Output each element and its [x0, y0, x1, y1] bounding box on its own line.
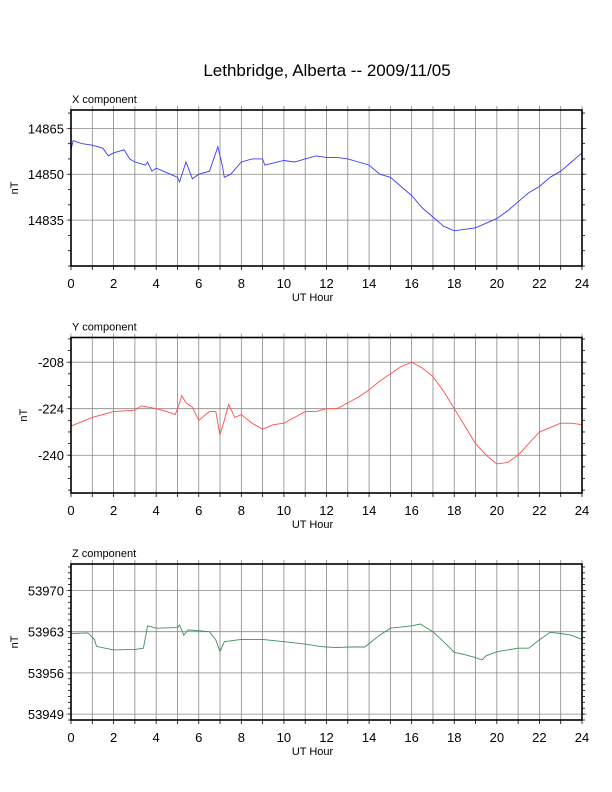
y-tick-label: 14865: [28, 121, 64, 136]
x-tick-label: 24: [575, 503, 589, 518]
x-tick-label: 4: [153, 276, 160, 291]
y-tick-label: 53956: [28, 666, 64, 681]
x-tick-label: 2: [110, 730, 117, 745]
x-tick-label: 22: [532, 503, 546, 518]
y-axis-label: nT: [9, 181, 21, 194]
x-axis-label: UT Hour: [292, 292, 334, 304]
series-line: [70, 623, 583, 661]
x-tick-label: 8: [238, 503, 245, 518]
x-tick-label: 6: [195, 730, 202, 745]
panel-title: X component: [72, 94, 137, 106]
x-tick-label: 12: [319, 730, 333, 745]
y-axis-label: nT: [9, 635, 21, 648]
x-tick-label: 22: [532, 730, 546, 745]
x-tick-label: 12: [319, 276, 333, 291]
x-tick-label: 14: [362, 276, 376, 291]
y-tick-label: -240: [38, 448, 64, 463]
x-tick-label: 10: [277, 730, 291, 745]
x-tick-label: 16: [404, 276, 418, 291]
series-line: [70, 140, 583, 232]
x-axis-label: UT Hour: [292, 519, 334, 531]
x-tick-label: 0: [67, 730, 74, 745]
x-tick-label: 0: [67, 503, 74, 518]
x-tick-label: 20: [490, 503, 504, 518]
x-tick-label: 22: [532, 276, 546, 291]
y-tick-label: 53963: [28, 625, 64, 640]
x-tick-label: 6: [195, 276, 202, 291]
x-tick-label: 4: [153, 730, 160, 745]
y-tick-label: 53970: [28, 583, 64, 598]
panel-title: Y component: [72, 322, 137, 334]
x-tick-label: 24: [575, 276, 589, 291]
figure-title: Lethbridge, Alberta -- 2009/11/05: [203, 61, 450, 80]
x-tick-label: 8: [238, 730, 245, 745]
x-tick-label: 20: [490, 730, 504, 745]
series-line: [70, 361, 583, 465]
y-tick-label: 14850: [28, 167, 64, 182]
x-tick-label: 2: [110, 276, 117, 291]
x-tick-label: 10: [277, 503, 291, 518]
x-axis-label: UT Hour: [292, 746, 334, 758]
plot-frame: [70, 336, 583, 494]
x-tick-label: 16: [404, 730, 418, 745]
x-tick-label: 4: [153, 503, 160, 518]
x-tick-label: 20: [490, 276, 504, 291]
x-tick-label: 8: [238, 276, 245, 291]
y-tick-label: -208: [38, 355, 64, 370]
x-tick-label: 16: [404, 503, 418, 518]
plot-frame: [70, 109, 583, 267]
plot-frame: [70, 563, 583, 721]
y-axis-label: nT: [18, 409, 30, 422]
y-tick-label: 14835: [28, 213, 64, 228]
x-tick-label: 10: [277, 276, 291, 291]
y-tick-label: -224: [38, 402, 64, 417]
panel-title: Z component: [72, 548, 136, 560]
x-tick-label: 14: [362, 730, 376, 745]
x-tick-label: 18: [447, 730, 461, 745]
x-tick-label: 18: [447, 276, 461, 291]
x-tick-label: 0: [67, 276, 74, 291]
x-tick-label: 6: [195, 503, 202, 518]
x-tick-label: 2: [110, 503, 117, 518]
x-tick-label: 24: [575, 730, 589, 745]
y-tick-label: 53949: [28, 707, 64, 722]
x-tick-label: 18: [447, 503, 461, 518]
x-tick-label: 14: [362, 503, 376, 518]
x-tick-label: 12: [319, 503, 333, 518]
